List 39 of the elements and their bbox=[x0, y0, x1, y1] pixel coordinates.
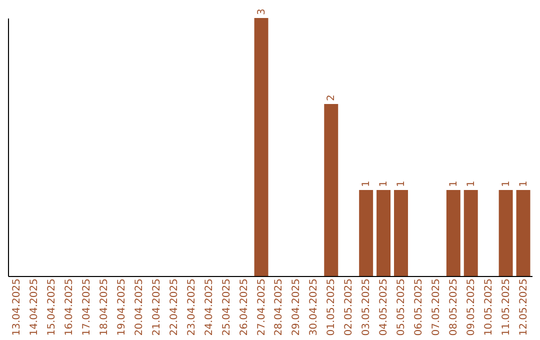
x-tick-label: 12.05.2025 bbox=[518, 278, 530, 336]
data-label: 3 bbox=[256, 8, 268, 15]
x-tick-label: 30.04.2025 bbox=[308, 278, 320, 336]
x-tick-label: 13.04.2025 bbox=[12, 278, 23, 336]
x-tick-label: 24.04.2025 bbox=[204, 278, 215, 336]
x-tick-label: 26.04.2025 bbox=[238, 278, 250, 336]
x-tick-label: 17.04.2025 bbox=[82, 278, 93, 336]
x-tick-label: 11.05.2025 bbox=[500, 278, 512, 336]
x-tick-label: 18.04.2025 bbox=[99, 278, 110, 336]
x-tick-label: 01.05.2025 bbox=[326, 278, 338, 336]
x-tick-label: 05.05.2025 bbox=[396, 278, 407, 336]
x-tick-label: 29.04.2025 bbox=[291, 278, 302, 336]
x-tick-label: 14.04.2025 bbox=[29, 278, 40, 336]
x-tick-label: 04.05.2025 bbox=[378, 278, 390, 336]
data-label: 1 bbox=[466, 180, 477, 187]
x-tick-label: 20.04.2025 bbox=[134, 278, 145, 336]
x-tick-label: 21.04.2025 bbox=[151, 278, 162, 336]
x-tick-label: 07.05.2025 bbox=[430, 278, 442, 336]
x-tick-label: 09.05.2025 bbox=[466, 278, 477, 336]
x-tick-label: 19.04.2025 bbox=[116, 278, 128, 336]
x-tick-label: 10.05.2025 bbox=[483, 278, 494, 336]
data-label: 2 bbox=[326, 94, 338, 101]
x-tick-label: 02.05.2025 bbox=[344, 278, 355, 336]
x-tick-label: 06.05.2025 bbox=[413, 278, 424, 336]
x-tick-label: 22.04.2025 bbox=[168, 278, 180, 336]
x-tick-label: 28.04.2025 bbox=[274, 278, 285, 336]
data-label: 1 bbox=[361, 180, 372, 187]
x-tick-label: 08.05.2025 bbox=[448, 278, 460, 336]
x-tick-label: 16.04.2025 bbox=[64, 278, 76, 336]
data-label: 1 bbox=[448, 180, 460, 187]
x-tick-label: 03.05.2025 bbox=[361, 278, 372, 336]
x-tick-label: 25.04.2025 bbox=[221, 278, 232, 336]
data-label: 1 bbox=[396, 180, 407, 187]
x-tick-label: 15.04.2025 bbox=[46, 278, 58, 336]
x-tick-label: 23.04.2025 bbox=[186, 278, 198, 336]
data-label: 1 bbox=[500, 180, 512, 187]
data-label: 1 bbox=[378, 180, 390, 187]
x-tick-label: 27.04.2025 bbox=[256, 278, 268, 336]
data-label: 1 bbox=[518, 180, 530, 187]
